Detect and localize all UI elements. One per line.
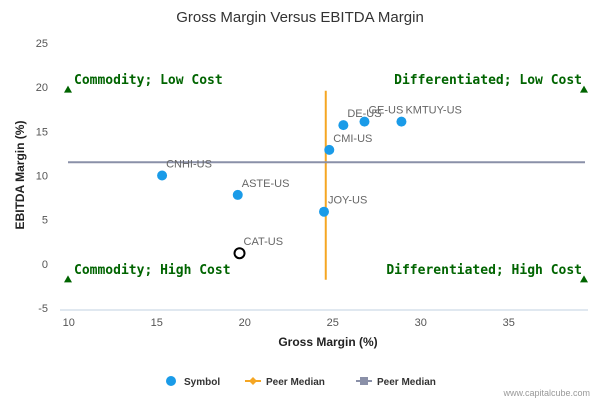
data-point-label: KMTUY-US: [405, 105, 461, 117]
x-tick-label: 35: [503, 317, 515, 329]
data-point: [232, 189, 243, 200]
data-point-label: CNHI-US: [166, 159, 212, 171]
credit-text: www.capitalcube.com: [502, 388, 590, 398]
quadrant-label-top-right: Differentiated; Low Cost: [394, 73, 582, 88]
x-tick-label: 25: [327, 317, 339, 329]
data-point: [359, 116, 370, 127]
quadrant-marker-bottom-left: [64, 275, 72, 283]
legend: Symbol Peer Median Peer Median: [166, 376, 436, 388]
data-point: [157, 170, 168, 181]
quadrant-marker-top-left: [64, 85, 72, 93]
legend-diamond-marker: [249, 377, 257, 385]
quadrant-marker-bottom-right: [580, 275, 588, 283]
legend-label-symbol: Symbol: [184, 377, 220, 388]
x-tick-label: 15: [151, 317, 163, 329]
legend-square-marker: [360, 377, 368, 385]
quadrant-label-top-left: Commodity; Low Cost: [74, 73, 223, 88]
data-point-label: GE-US: [368, 105, 403, 117]
data-point-highlight: [233, 247, 246, 260]
data-point: [338, 120, 349, 131]
legend-symbol-marker: [166, 376, 176, 386]
quadrant-marker-top-right: [580, 85, 588, 93]
y-tick-label: 0: [42, 259, 48, 271]
data-point-label: ASTE-US: [242, 178, 290, 190]
y-tick-label: 15: [36, 126, 48, 138]
legend-label-peer-median: Peer Median: [377, 377, 436, 388]
x-tick-label: 10: [63, 317, 75, 329]
quadrant-label-bottom-right: Differentiated; High Cost: [386, 263, 582, 278]
y-tick-label: 10: [36, 171, 48, 183]
data-point: [396, 116, 407, 127]
x-tick-label: 20: [239, 317, 251, 329]
data-point-label: CMI-US: [333, 133, 372, 145]
quadrant-labels: Commodity; Low Cost Differentiated; Low C…: [64, 73, 588, 283]
x-axis-label: Gross Margin (%): [278, 335, 377, 349]
y-tick-label: -5: [38, 303, 48, 315]
chart-title: Gross Margin Versus EBITDA Margin: [176, 9, 424, 26]
legend-label-peer-median: Peer Median: [266, 377, 325, 388]
y-tick-label: 5: [42, 215, 48, 227]
data-point-label: CAT-US: [244, 236, 284, 248]
data-point-label: JOY-US: [328, 195, 367, 207]
peer-medians: [68, 90, 585, 280]
y-tick-label: 25: [36, 38, 48, 50]
quadrant-label-bottom-left: Commodity; High Cost: [74, 263, 231, 278]
y-axis-label: EBITDA Margin (%): [13, 121, 27, 230]
data-point: [324, 144, 335, 155]
x-tick-label: 30: [415, 317, 427, 329]
y-tick-label: 20: [36, 82, 48, 94]
x-axis-ticks: 10 15 20 25 30 35: [63, 317, 515, 329]
y-axis-ticks: -5 0 5 10 15 20 25: [36, 38, 48, 315]
data-point: [319, 206, 329, 217]
data-point-label: DE-US: [347, 108, 381, 120]
